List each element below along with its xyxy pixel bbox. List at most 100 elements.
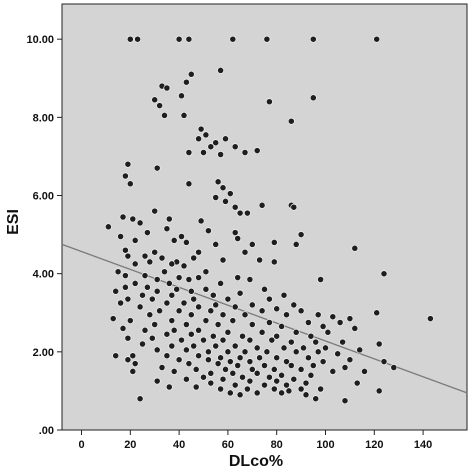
- data-point: [263, 348, 271, 356]
- data-point: [261, 285, 268, 293]
- data-point: [278, 371, 286, 379]
- data-point: [209, 332, 217, 340]
- data-point: [175, 274, 183, 282]
- data-point: [270, 238, 278, 246]
- data-point: [302, 379, 310, 387]
- data-point: [158, 364, 166, 371]
- data-point: [253, 369, 261, 377]
- data-point: [207, 369, 215, 377]
- data-point: [182, 375, 190, 383]
- data-point: [236, 354, 244, 362]
- data-point: [319, 322, 327, 330]
- data-point: [297, 385, 305, 393]
- data-point: [309, 362, 317, 369]
- data-point: [180, 262, 188, 270]
- data-point: [346, 315, 354, 323]
- data-point: [297, 307, 305, 315]
- data-point: [246, 358, 254, 366]
- data-point: [202, 268, 210, 276]
- data-point: [148, 334, 156, 342]
- data-point: [219, 336, 227, 344]
- data-point: [273, 305, 281, 313]
- data-point: [126, 35, 134, 43]
- data-point: [243, 385, 251, 393]
- data-point: [143, 229, 151, 237]
- data-point: [231, 229, 239, 237]
- data-point: [168, 317, 176, 325]
- x-tick-label: 140: [414, 439, 432, 451]
- data-point: [197, 125, 205, 133]
- data-point: [163, 352, 171, 360]
- data-point: [156, 307, 164, 315]
- data-point: [161, 111, 168, 119]
- data-point: [265, 373, 273, 381]
- data-point: [341, 397, 349, 405]
- data-point: [200, 373, 207, 381]
- data-point: [231, 381, 239, 389]
- data-point: [239, 373, 246, 381]
- data-point: [231, 342, 239, 350]
- data-point: [124, 295, 132, 303]
- data-point: [175, 356, 183, 364]
- y-tick-label: .00: [39, 425, 54, 437]
- data-point: [163, 299, 171, 307]
- data-point: [292, 328, 300, 336]
- data-point: [165, 279, 173, 287]
- data-point: [117, 299, 125, 307]
- data-point: [200, 149, 207, 156]
- data-point: [212, 194, 220, 201]
- fit-line: [61, 243, 468, 394]
- y-tick-label: 2.00: [33, 347, 54, 359]
- data-point: [190, 254, 198, 262]
- data-point: [373, 35, 381, 43]
- data-point: [151, 96, 159, 104]
- data-point: [361, 367, 368, 375]
- data-point: [207, 307, 215, 315]
- data-point: [317, 276, 325, 283]
- data-point: [241, 149, 249, 156]
- data-point: [170, 367, 178, 375]
- data-point: [207, 379, 215, 387]
- data-point: [339, 338, 347, 346]
- data-point: [204, 227, 212, 235]
- data-point: [317, 385, 325, 393]
- data-point: [168, 291, 176, 299]
- data-point: [268, 336, 276, 344]
- data-point: [180, 111, 188, 119]
- data-point: [258, 201, 266, 209]
- data-point: [219, 311, 227, 319]
- data-point: [231, 143, 239, 151]
- data-point: [304, 354, 312, 362]
- data-point: [283, 311, 290, 319]
- data-point: [351, 324, 359, 332]
- data-point: [375, 387, 383, 395]
- data-point: [329, 313, 337, 321]
- data-point: [195, 326, 203, 334]
- data-point: [351, 244, 359, 252]
- data-point: [182, 346, 190, 354]
- data-point: [292, 240, 300, 248]
- data-point: [300, 344, 307, 352]
- data-point: [248, 365, 256, 373]
- data-point: [151, 207, 159, 215]
- data-point: [185, 276, 193, 283]
- data-point: [217, 279, 225, 287]
- data-point: [151, 248, 159, 256]
- data-point: [222, 365, 229, 373]
- data-point: [270, 258, 278, 266]
- data-point: [119, 213, 127, 221]
- data-point: [302, 391, 310, 399]
- data-point: [217, 354, 225, 362]
- data-point: [212, 301, 220, 309]
- data-point: [290, 301, 298, 309]
- data-point: [229, 35, 237, 43]
- data-point: [195, 352, 203, 360]
- data-point: [261, 381, 268, 389]
- data-point: [356, 346, 364, 354]
- data-point: [178, 92, 185, 100]
- y-tick-label: 6.00: [33, 191, 54, 203]
- data-point: [236, 209, 244, 217]
- data-point: [285, 387, 293, 395]
- data-point: [319, 358, 327, 366]
- data-point: [121, 172, 129, 180]
